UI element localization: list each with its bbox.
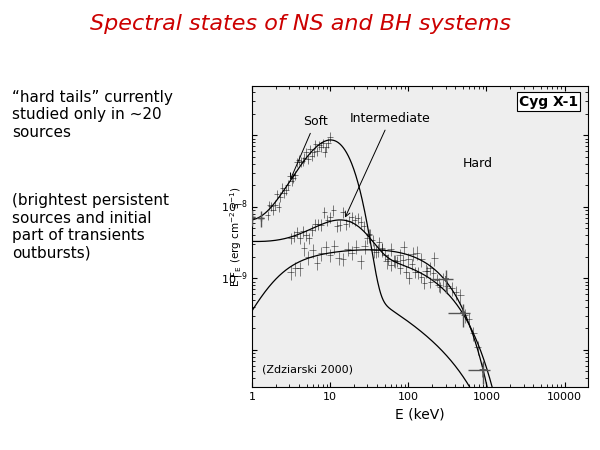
Text: (Zdziarski 2000): (Zdziarski 2000) xyxy=(262,365,353,375)
Text: Spectral states of NS and BH systems: Spectral states of NS and BH systems xyxy=(89,14,511,33)
Text: $10^{-8}$: $10^{-8}$ xyxy=(221,198,248,215)
Text: “hard tails” currently
studied only in ~20
sources: “hard tails” currently studied only in ~… xyxy=(12,90,173,140)
Text: Intermediate: Intermediate xyxy=(346,112,431,216)
Text: Hard: Hard xyxy=(463,158,493,171)
X-axis label: E (keV): E (keV) xyxy=(395,407,445,421)
Y-axis label: E F$_{\rm E}$ (erg cm$^{-2}$ s$^{-1}$): E F$_{\rm E}$ (erg cm$^{-2}$ s$^{-1}$) xyxy=(229,186,244,287)
Text: (brightest persistent
sources and initial
part of transients
outbursts): (brightest persistent sources and initia… xyxy=(12,194,169,261)
Text: Cyg X-1: Cyg X-1 xyxy=(519,94,578,108)
Text: Soft: Soft xyxy=(290,115,328,179)
Text: $10^{-9}$: $10^{-9}$ xyxy=(221,270,248,287)
